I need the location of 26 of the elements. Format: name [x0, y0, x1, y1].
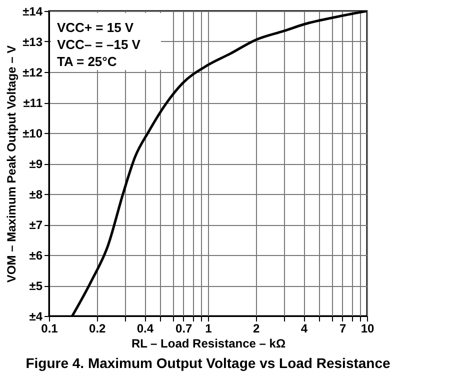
x-tick-label: 0.1 [41, 322, 58, 336]
x-tick-label: 4 [300, 322, 308, 336]
y-tick-label: ±8 [29, 188, 43, 202]
y-tick-label: ±12 [22, 66, 43, 80]
x-tick-label: 0.4 [136, 322, 154, 336]
x-tick-label: 7 [340, 322, 347, 336]
y-tick-label: ±10 [22, 126, 43, 140]
x-tick-label: 10 [360, 322, 374, 336]
y-tick-label: ±9 [29, 157, 43, 171]
y-axis-title: VOM – Maximum Peak Output Voltage – V [4, 45, 19, 283]
x-axis-title: RL – Load Resistance – kΩ [131, 336, 286, 350]
annotation: VCC+ = 15 V [57, 20, 134, 35]
y-tick-label: ±4 [29, 310, 43, 324]
y-tick-label: ±11 [23, 96, 43, 110]
text: Figure 4. Maximum Output Voltage vs Load Resistance [26, 355, 391, 371]
annotation: TA = 25°C [57, 54, 118, 69]
x-tick-label: 2 [253, 322, 260, 336]
x-tick-label: 0.2 [89, 322, 106, 336]
x-tick-label: 1 [205, 322, 212, 336]
annotation: VCC– = –15 V [57, 37, 141, 52]
y-tick-label: ±7 [29, 218, 43, 232]
y-tick-label: ±13 [22, 35, 43, 49]
x-tick-label: 0.7 [176, 322, 193, 336]
y-tick-label: ±6 [29, 248, 43, 262]
y-tick-label: ±14 [22, 4, 43, 18]
y-tick-label: ±5 [29, 279, 43, 293]
